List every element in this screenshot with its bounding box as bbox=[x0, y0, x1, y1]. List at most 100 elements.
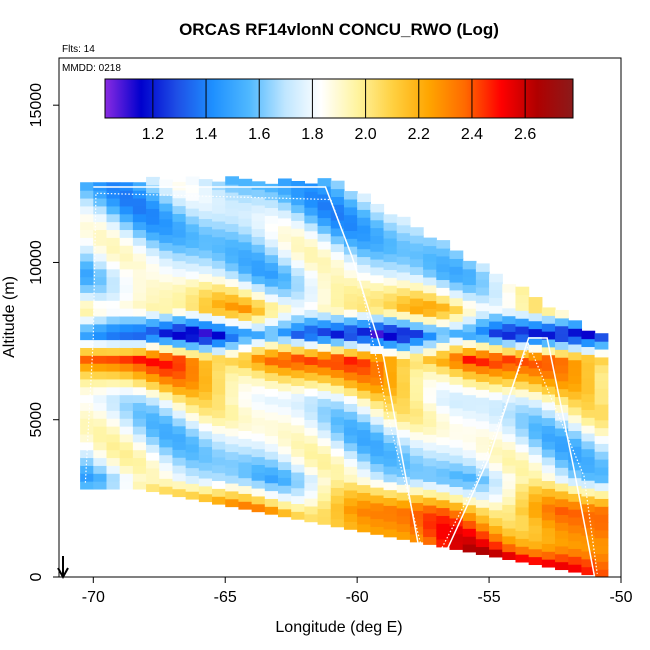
heatmap-cell bbox=[146, 483, 160, 493]
heatmap-cell bbox=[93, 190, 108, 199]
heatmap-cell bbox=[238, 178, 253, 188]
heatmap-cell bbox=[277, 272, 292, 282]
heatmap-cell bbox=[475, 389, 490, 398]
heatmap-cell bbox=[212, 315, 226, 324]
heatmap-cell bbox=[409, 376, 424, 386]
heatmap-cell bbox=[251, 307, 266, 316]
heatmap-cell bbox=[198, 344, 213, 353]
heatmap-cell bbox=[370, 235, 385, 244]
heatmap-cell bbox=[198, 407, 213, 416]
heatmap-cell bbox=[343, 505, 358, 515]
heatmap-cell bbox=[212, 236, 226, 246]
heatmap-cell bbox=[198, 462, 213, 471]
heatmap-area bbox=[80, 176, 609, 577]
heatmap-cell bbox=[93, 410, 108, 419]
heatmap-cell bbox=[119, 426, 134, 435]
heatmap-cell bbox=[409, 266, 424, 276]
heatmap-cell bbox=[93, 355, 108, 364]
heatmap-cell bbox=[330, 400, 345, 410]
heatmap-cell bbox=[304, 254, 319, 263]
heatmap-cell bbox=[555, 372, 569, 382]
heatmap-cell bbox=[568, 501, 583, 510]
heatmap-cell bbox=[119, 363, 134, 372]
heatmap-cell bbox=[383, 442, 398, 451]
heatmap-cell bbox=[449, 502, 464, 511]
heatmap-cell bbox=[119, 355, 134, 364]
heatmap-cell bbox=[185, 310, 200, 319]
heatmap-cell bbox=[449, 344, 464, 354]
heatmap-cell bbox=[212, 417, 226, 426]
heatmap-cell bbox=[185, 255, 200, 264]
heatmap-cell bbox=[172, 315, 187, 325]
heatmap-cell bbox=[475, 373, 490, 382]
heatmap-cell bbox=[357, 272, 371, 281]
heatmap-cell bbox=[489, 533, 503, 542]
heatmap-cell bbox=[106, 355, 121, 364]
heatmap-cell bbox=[225, 467, 240, 476]
heatmap-cell bbox=[291, 464, 305, 473]
heatmap-cell bbox=[330, 219, 345, 229]
heatmap-cell bbox=[106, 213, 121, 223]
heatmap-cell bbox=[423, 504, 437, 514]
heatmap-cell bbox=[555, 553, 569, 563]
heatmap-cell bbox=[528, 470, 543, 479]
heatmap-cell bbox=[146, 184, 160, 194]
heatmap-cell bbox=[172, 236, 187, 246]
heatmap-cell bbox=[119, 370, 134, 380]
heatmap-cell bbox=[132, 465, 147, 474]
heatmap-cell bbox=[93, 300, 108, 309]
heatmap-cell bbox=[489, 407, 503, 416]
heatmap-cell bbox=[80, 465, 94, 474]
heatmap-cell bbox=[568, 516, 583, 526]
heatmap-cell bbox=[317, 280, 332, 289]
heatmap-cell bbox=[93, 237, 108, 246]
heatmap-cell bbox=[106, 190, 121, 199]
heatmap-cell bbox=[594, 498, 609, 507]
heatmap-cell bbox=[80, 323, 94, 333]
heatmap-cell bbox=[515, 522, 530, 532]
heatmap-cell bbox=[555, 561, 569, 571]
heatmap-cell bbox=[555, 443, 569, 453]
heatmap-cell bbox=[185, 491, 200, 500]
heatmap-cell bbox=[555, 388, 569, 398]
heatmap-cell bbox=[436, 538, 451, 548]
heatmap-cell bbox=[568, 532, 583, 542]
heatmap-cell bbox=[475, 318, 490, 327]
heatmap-cell bbox=[212, 181, 226, 191]
heatmap-cell bbox=[489, 423, 503, 432]
heatmap-cell bbox=[159, 438, 174, 448]
heatmap-cell bbox=[396, 515, 411, 525]
heatmap-cell bbox=[581, 511, 596, 521]
heatmap-cell bbox=[185, 475, 200, 484]
heatmap-cell bbox=[568, 540, 583, 549]
heatmap-cell bbox=[80, 339, 94, 348]
heatmap-cell bbox=[396, 452, 411, 462]
heatmap-cell bbox=[198, 265, 213, 275]
heatmap-cell bbox=[212, 354, 226, 364]
heatmap-cell bbox=[291, 393, 305, 402]
heatmap-cell bbox=[475, 263, 490, 272]
heatmap-cell bbox=[581, 527, 596, 536]
heatmap-cell bbox=[462, 433, 477, 443]
heatmap-cell bbox=[423, 363, 437, 372]
heatmap-cell bbox=[198, 391, 213, 400]
heatmap-cell bbox=[304, 498, 319, 507]
heatmap-cell bbox=[489, 446, 503, 456]
heatmap-cell bbox=[277, 461, 292, 471]
heatmap-cell bbox=[370, 447, 385, 457]
heatmap-cell bbox=[317, 359, 332, 368]
heatmap-cell bbox=[409, 494, 424, 504]
heatmap-cell bbox=[159, 218, 174, 228]
heatmap-cell bbox=[172, 417, 187, 427]
heatmap-cell bbox=[357, 366, 371, 376]
heatmap-cell bbox=[581, 558, 596, 568]
heatmap-cell bbox=[449, 478, 464, 488]
heatmap-cell bbox=[541, 448, 556, 458]
heatmap-cell bbox=[238, 249, 253, 259]
heatmap-cell bbox=[594, 364, 609, 374]
heatmap-cell bbox=[106, 347, 121, 356]
heatmap-cell bbox=[449, 266, 464, 275]
heatmap-cell bbox=[555, 467, 569, 476]
heatmap-cell bbox=[515, 325, 530, 335]
